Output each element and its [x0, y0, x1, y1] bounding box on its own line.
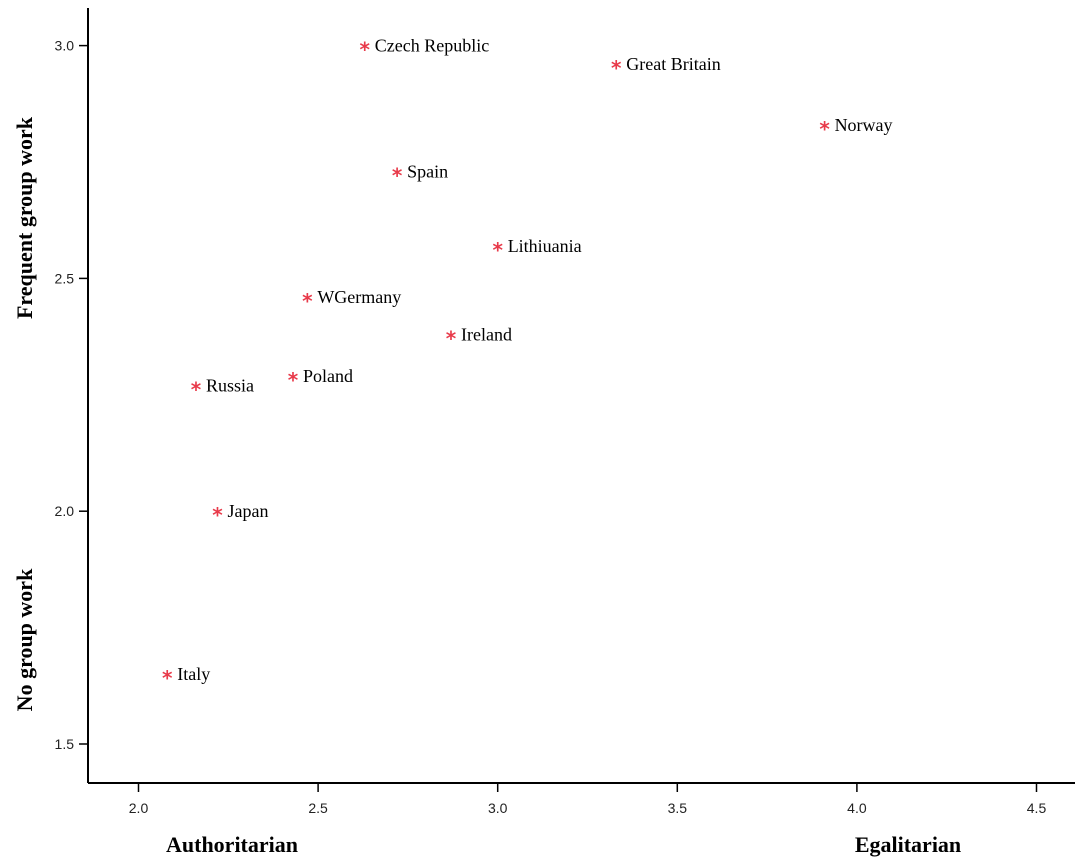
y-tick-label: 3.0 [55, 38, 75, 54]
data-point-marker: * [360, 38, 371, 62]
x-tick-label: 3.0 [488, 800, 508, 816]
y-axis-ticks: 1.52.02.53.03.54.04.5 [55, 38, 88, 752]
x-tick-label: 3.5 [668, 800, 688, 816]
y-axis-top-label: Frequent group work [12, 116, 37, 319]
data-point-marker: * [288, 368, 299, 392]
data-point-label: Poland [303, 366, 353, 386]
data-point-marker: * [611, 56, 622, 80]
data-point-marker: * [392, 163, 403, 187]
data-point-label: Russia [206, 375, 254, 395]
data-point-label: Great Britain [626, 54, 720, 74]
x-tick-label: 2.5 [308, 800, 328, 816]
x-axis-right-label: Egalitarian [855, 832, 961, 857]
data-point-marker: * [191, 377, 202, 401]
x-axis-ticks: 2.0 2.5 3.0 3.5 4.0 4.5 [129, 783, 1047, 816]
data-point-marker: * [446, 326, 457, 350]
data-point-label: Ireland [461, 324, 512, 344]
y-tick-label: 2.5 [55, 270, 75, 286]
data-point-label: Norway [835, 115, 893, 135]
data-point-label: WGermany [317, 287, 401, 307]
data-point-label: Czech Republic [375, 36, 489, 56]
x-tick-label: 2.0 [129, 800, 149, 816]
x-tick-label: 4.0 [847, 800, 867, 816]
data-point-label: Japan [228, 501, 269, 521]
data-points: *Sweden*Denmark*Finland*Netherlands*USA*… [162, 36, 893, 691]
data-point-marker: * [162, 666, 173, 690]
y-axis-bottom-label: No group work [12, 568, 37, 711]
data-point-marker: * [212, 503, 223, 527]
y-tick-label: 2.0 [55, 503, 75, 519]
data-point-label: Italy [177, 664, 210, 684]
data-point-label: Lithiuania [508, 236, 582, 256]
data-point-marker: * [492, 238, 503, 262]
data-point-marker: * [302, 289, 313, 313]
axes: 2.0 2.5 3.0 3.5 4.0 4.5 1.5 2.0 2.5 3.0 3.5 4.0 4.5 [55, 8, 1075, 816]
data-point-label: Spain [407, 161, 448, 181]
y-tick-label: 1.5 [55, 736, 75, 752]
data-point-marker: * [819, 117, 830, 141]
x-axis-left-label: Authoritarian [166, 832, 298, 857]
x-tick-label: 4.5 [1027, 800, 1047, 816]
